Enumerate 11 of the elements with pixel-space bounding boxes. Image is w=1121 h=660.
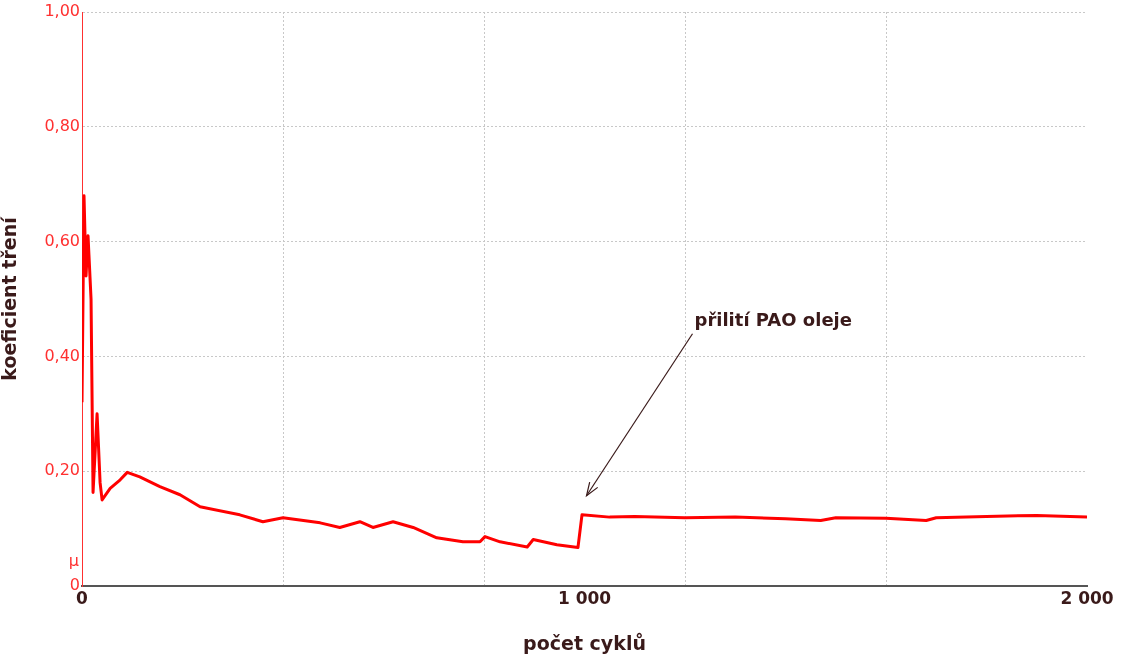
x-tick-label: 2 000 — [1060, 587, 1114, 608]
y-tick-label: 0,20 — [44, 460, 80, 480]
x-tick-label: 1 000 — [557, 587, 612, 608]
y-tick-label: 1,00 — [44, 1, 80, 21]
y-axis-title: koeficient tření — [0, 215, 21, 381]
y-tick-label: 0,60 — [44, 230, 80, 250]
x-axis-title: počet cyklů — [523, 631, 646, 654]
annotation: přilití PAO oleje — [694, 309, 852, 331]
text: μ — [68, 551, 79, 571]
y-tick-label: 0,40 — [44, 345, 80, 365]
y-tick-label: 0,80 — [44, 115, 80, 135]
